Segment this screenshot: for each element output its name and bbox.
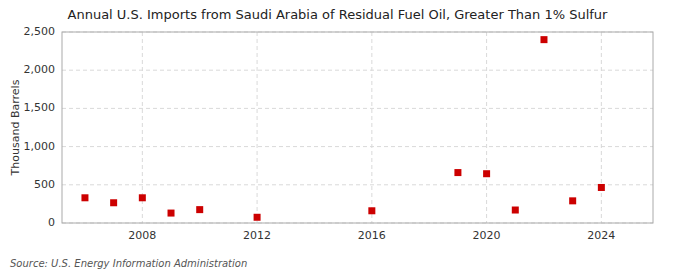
chart-container: 0 500 1,000 1,500 2,000 2,500 2008 2012 2016 2020… [0,0,675,275]
y-grid-line [62,146,653,147]
y-tick-label: 0 [48,216,55,229]
plot-frame [62,32,653,223]
data-point [139,194,146,201]
x-tick-label: 2016 [358,229,386,242]
y-tick-label: 1,500 [24,101,56,114]
chart-svg: 0 500 1,000 1,500 2,000 2,500 2008 2012 2016 2020… [0,0,675,275]
x-grid-line [371,32,372,223]
y-tick-label: 500 [34,178,55,191]
x-tick-label: 2012 [243,229,271,242]
plot-background [62,32,653,223]
data-point [598,184,605,191]
x-tick-label: 2020 [473,229,501,242]
data-point [483,170,490,177]
data-point [512,207,519,214]
y-axis-label: Thousand Barrels [9,79,22,176]
y-tick-label: 1,000 [24,140,56,153]
data-point [540,36,547,43]
axes: 0 500 1,000 1,500 2,000 2,500 2008 2012 2016 2020… [24,25,616,242]
y-grid-line [62,184,653,185]
y-tick-label: 2,500 [24,25,56,38]
data-point [81,194,88,201]
x-tick-label: 2024 [587,229,615,242]
page: {"chart_data": {"type": "scatter", "titl… [0,0,675,275]
chart-title: Annual U.S. Imports from Saudi Arabia of… [68,7,609,22]
y-grid-line [62,70,653,71]
x-grid-line [486,32,487,223]
data-point [368,207,375,214]
x-tick-label: 2008 [128,229,156,242]
source-note: Source: U.S. Energy Information Administ… [10,258,247,269]
x-grid-line [601,32,602,223]
points [81,36,604,221]
data-point [168,210,175,217]
y-tick-label: 2,000 [24,63,56,76]
data-point [454,169,461,176]
y-grid-line [62,108,653,109]
data-point [569,197,576,204]
data-point [110,199,117,206]
data-point [196,206,203,213]
data-point [254,214,261,221]
x-grid-line [257,32,258,223]
grid [62,32,653,223]
